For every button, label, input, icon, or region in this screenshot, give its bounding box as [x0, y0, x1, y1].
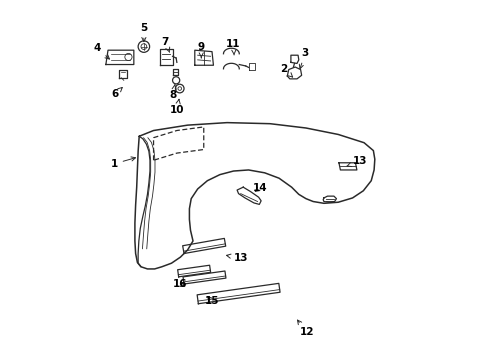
Text: 4: 4	[94, 43, 109, 59]
Text: 11: 11	[226, 40, 241, 55]
Text: 5: 5	[140, 23, 147, 42]
Text: 15: 15	[205, 296, 219, 306]
Text: 6: 6	[112, 87, 122, 99]
Text: 7: 7	[162, 37, 170, 52]
Text: 8: 8	[170, 84, 177, 100]
Text: 3: 3	[299, 48, 309, 69]
Text: 2: 2	[280, 64, 293, 77]
Text: 16: 16	[172, 279, 187, 289]
Text: 12: 12	[297, 320, 314, 337]
Text: 10: 10	[170, 99, 184, 115]
Text: 13: 13	[347, 156, 367, 167]
Text: 9: 9	[197, 42, 205, 58]
Text: 13: 13	[226, 253, 248, 263]
Text: 1: 1	[110, 157, 136, 169]
Text: 14: 14	[253, 183, 268, 193]
